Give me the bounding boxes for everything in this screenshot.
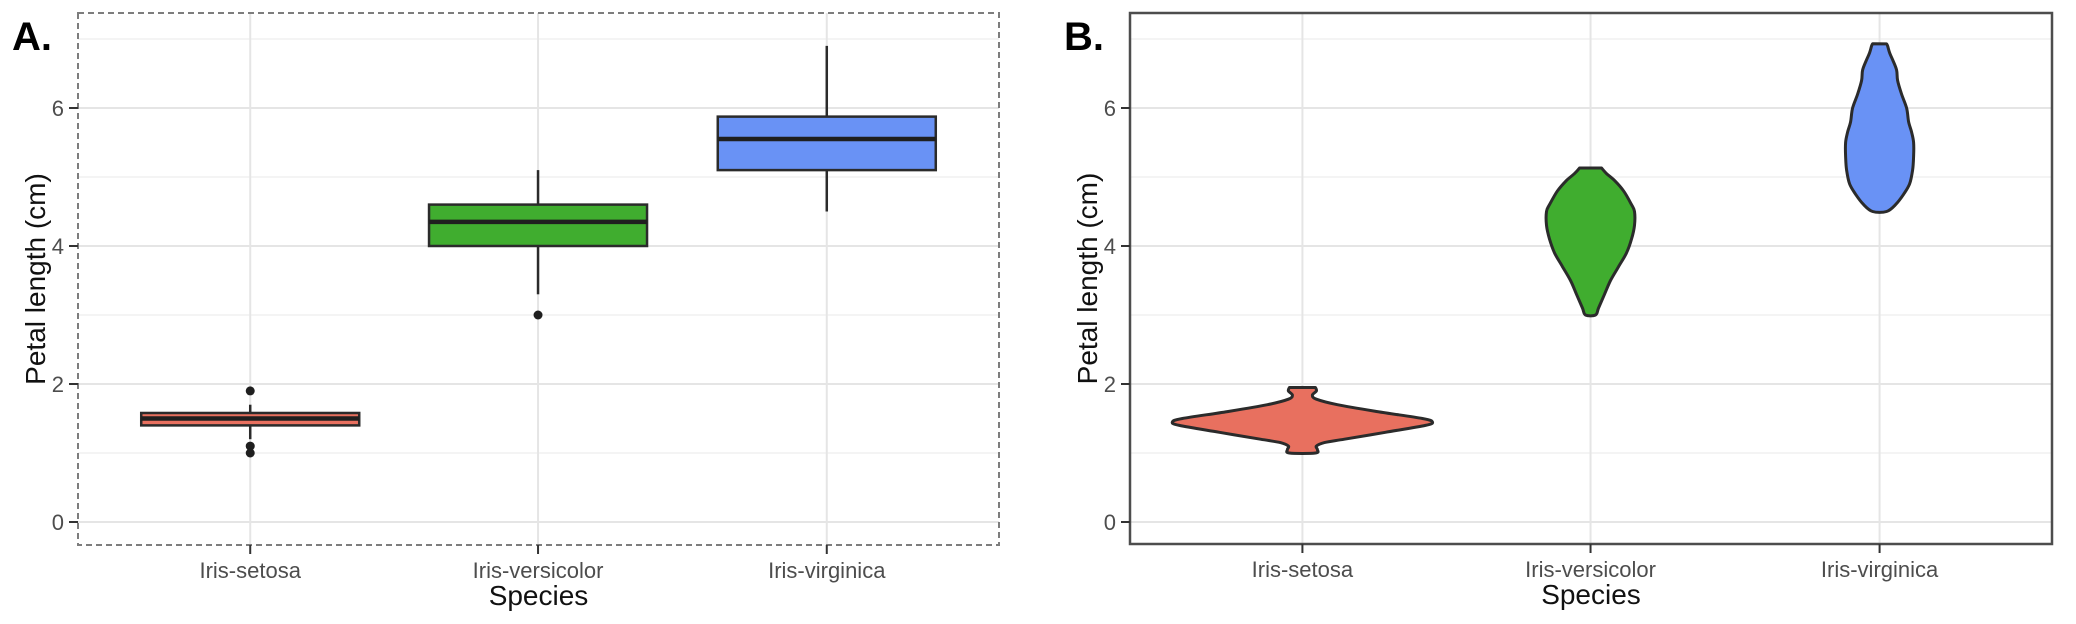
x-tick-label-1: Iris-versicolor bbox=[1525, 557, 1656, 582]
iqr-box bbox=[716, 115, 938, 172]
outlier-point bbox=[245, 441, 255, 451]
outlier-point bbox=[245, 386, 255, 396]
x-axis-title: Species bbox=[1541, 579, 1641, 610]
x-tick-label-2: Iris-virginica bbox=[1821, 557, 1939, 582]
x-tick-label-1: Iris-versicolor bbox=[473, 558, 604, 583]
panel-b: 0 2 4 6 Iris-setosa Iris-versicolor Iris-virgi… bbox=[1064, 11, 2054, 610]
y-tick-label: 2 bbox=[52, 372, 64, 397]
x-tick-label-2: Iris-virginica bbox=[768, 558, 886, 583]
outlier-point bbox=[245, 448, 255, 458]
x-axis-title: Species bbox=[489, 580, 589, 611]
violin-iris-versicolor bbox=[1544, 166, 1637, 318]
y-tick-label: 2 bbox=[1104, 372, 1116, 397]
y-tick-label: 4 bbox=[1104, 234, 1116, 259]
x-tick-label-0: Iris-setosa bbox=[199, 558, 301, 583]
y-axis-title: Petal length (cm) bbox=[20, 173, 51, 385]
violin-iris-virginica bbox=[1843, 42, 1916, 214]
y-tick-label: 6 bbox=[1104, 96, 1116, 121]
outlier-point bbox=[533, 310, 543, 320]
boxplot-iris-setosa bbox=[139, 386, 361, 458]
x-tick-label-0: Iris-setosa bbox=[1252, 557, 1354, 582]
y-tick-label: 6 bbox=[52, 96, 64, 121]
boxplot-iris-virginica bbox=[716, 45, 938, 212]
panel-letter-label: B. bbox=[1064, 15, 1104, 59]
y-tick-label: 0 bbox=[1104, 510, 1116, 535]
boxplot-iris-versicolor bbox=[427, 170, 649, 320]
y-tick-label: 4 bbox=[52, 234, 64, 259]
y-axis-title: Petal length (cm) bbox=[1072, 173, 1103, 385]
y-tick-label: 0 bbox=[52, 510, 64, 535]
violin-iris-setosa bbox=[1170, 385, 1435, 455]
panel-a: 0 2 4 6 Iris-setosa Iris-versicolor Iris-virgi… bbox=[12, 12, 1000, 611]
iqr-box bbox=[427, 203, 649, 248]
panel-letter-label: A. bbox=[12, 15, 52, 59]
